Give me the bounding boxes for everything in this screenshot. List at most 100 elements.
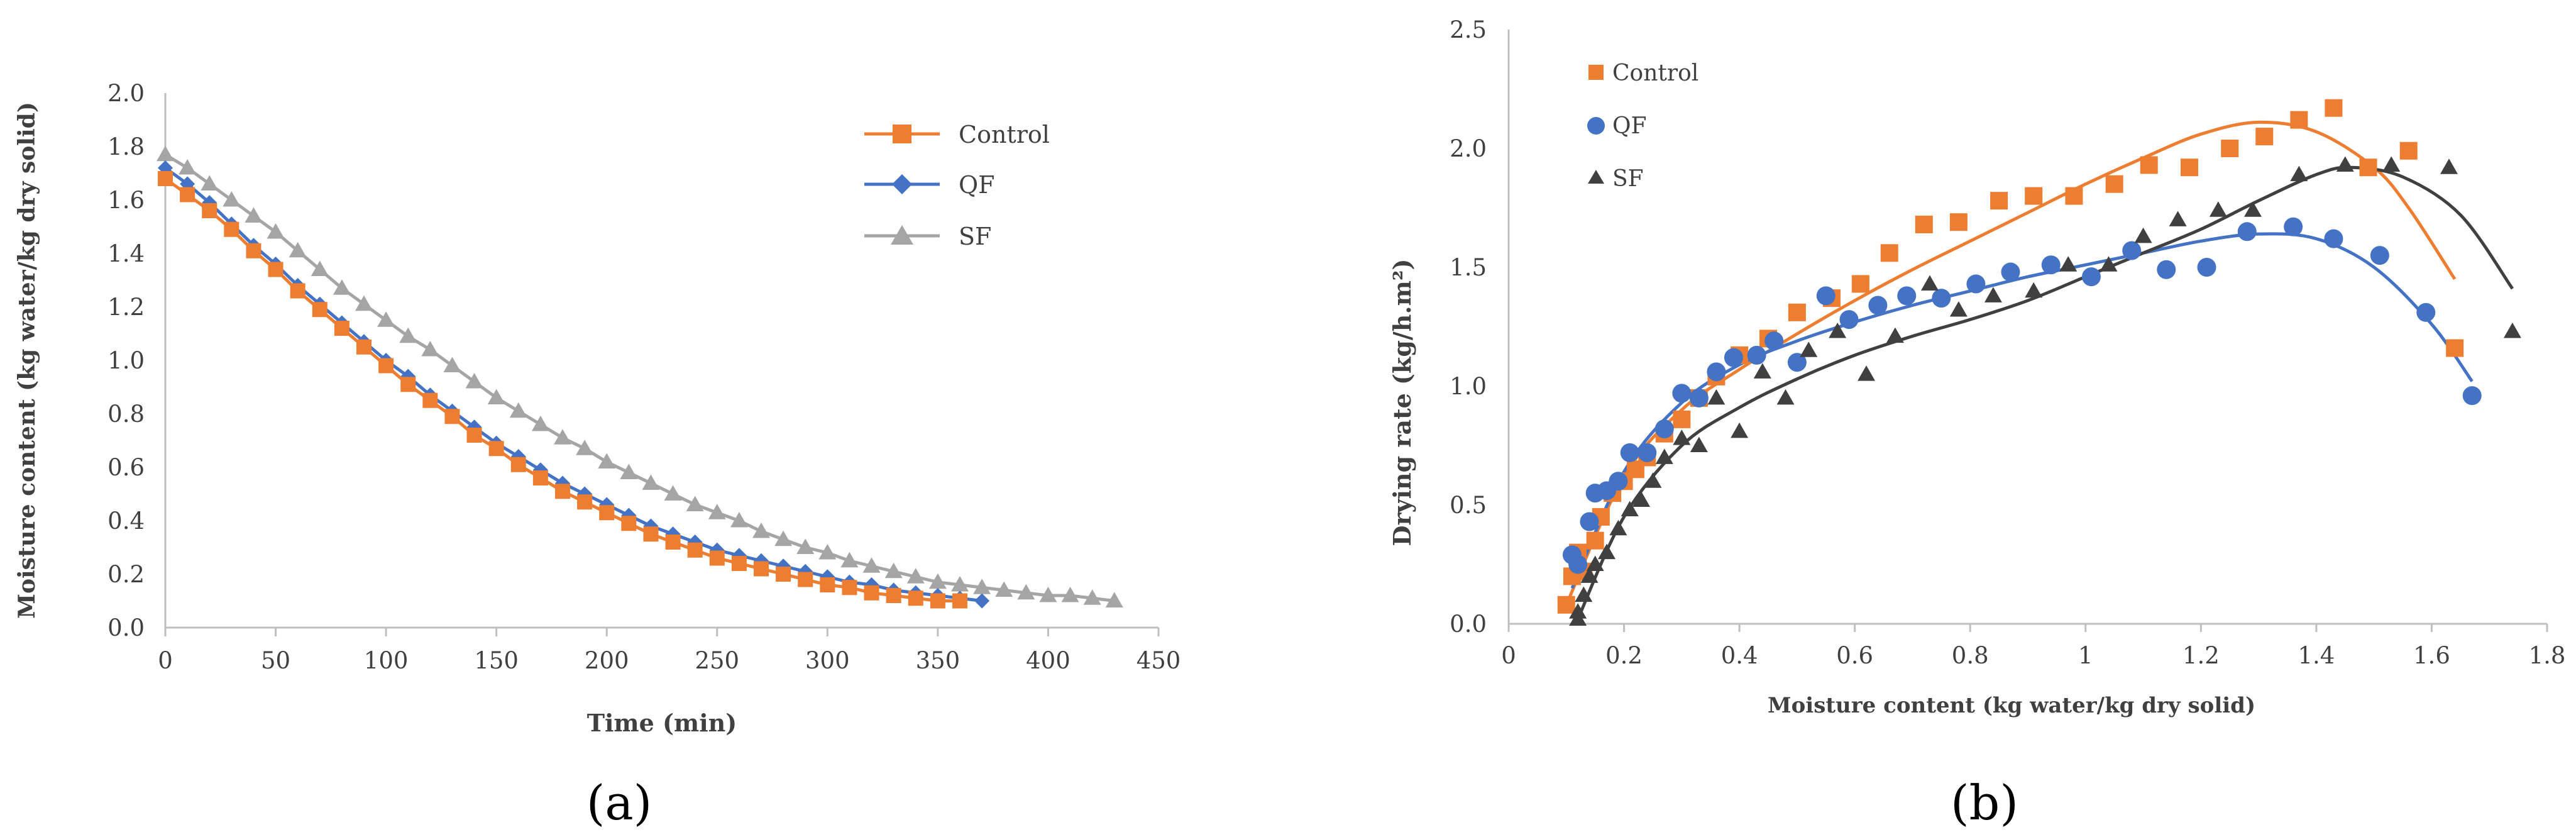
panel-b-y-tick-label: 2.0 [1450,135,1487,162]
panel-b-point-control [2325,99,2343,117]
panel-a-point-sf [664,485,682,501]
panel-b-point-sf [1575,586,1593,602]
panel-a-y-tick-label: 0.8 [107,401,145,428]
panel-a-series-qf [158,160,990,609]
panel-a-y-tick-label: 1.8 [107,133,145,160]
panel-b-point-qf [1580,512,1599,531]
panel-a-point-sf [973,579,991,594]
panel-a-y-tick-label: 0.4 [107,507,145,535]
legend-b-qf-circle-icon [1587,117,1605,135]
panel-a-point-sf [245,207,263,223]
panel-b-trendline-qf [1570,232,2474,589]
panel-a-x-tick-label: 150 [474,647,519,674]
panel-a-point-control [709,550,725,566]
panel-a-point-control [930,593,945,609]
panel-a-point-control [378,358,394,374]
legend-item-control: Control [864,121,1050,148]
panel-a-x-tick-label: 350 [916,647,960,674]
panel-b-point-qf [1839,310,1859,330]
legend-b-qf-label: QF [1612,113,1647,139]
panel-a-point-sf [862,557,881,573]
panel-a-line-sf [164,153,1115,602]
panel-b-x-tick-label: 0.2 [1605,642,1643,669]
panel-b-point-control [1949,213,1968,231]
panel-b-point-sf [1644,472,1662,488]
panel-a-point-control [864,585,879,601]
panel-b-point-sf [2169,211,2187,226]
panel-a-point-sf [1061,587,1079,602]
panel-a-moisture-vs-time: 0.0 0.2 0.4 0.6 0.8 1.0 1.2 1.4 1.6 1.8 2.0 0 50 100… [14,80,1181,831]
panel-b-point-qf [1672,384,1692,403]
panel-b-point-sf [1829,323,1847,338]
panel-a-point-sf [1083,589,1101,605]
panel-a-point-control [776,567,791,582]
panel-b-point-sf [2100,256,2118,272]
panel-a-point-sf [708,504,726,519]
panel-b-y-tick-label: 0.0 [1450,611,1487,638]
panel-a-point-control [665,535,681,550]
panel-a-point-control [312,302,328,318]
legend-item-qf: QF [864,171,995,199]
panel-a-point-sf [531,416,549,431]
panel-a-x-tick-label: 50 [261,647,290,674]
panel-b-point-control [2399,141,2418,160]
panel-a-point-sf [289,241,307,258]
panel-a-point-control [532,470,548,485]
panel-a-point-control [356,339,372,355]
panel-a-point-sf [598,453,616,468]
panel-b-point-qf [1620,443,1639,462]
panel-a-y-tick-label: 2.0 [107,80,145,107]
panel-b-point-control [2180,158,2198,177]
panel-b-point-qf [1897,286,1917,306]
panel-b-x-tick-label: 0.6 [1836,642,1873,669]
panel-b-point-sf [1753,363,1771,379]
legend-sf-triangle-icon [891,225,913,245]
panel-b-point-sf [1800,341,1818,357]
panel-a-y-tick-label: 1.2 [107,294,145,321]
legend-b-item-control: Control [1588,60,1698,86]
panel-a-x-tick-label: 200 [585,647,629,674]
panel-b-y-tick-label: 1.0 [1450,373,1487,400]
panel-b-point-sf [1690,436,1708,452]
panel-b-point-qf [1868,296,1888,315]
panel-b-point-qf [2041,255,2061,275]
panel-b-point-sf [1776,389,1795,405]
panel-b-point-sf [1707,389,1726,405]
panel-b-drying-rate: 0.0 0.5 1.0 1.5 2.0 2.5 0 0.2 0.4 0.6 0.8 1 1.2 1.4 1… [1388,16,2565,831]
panel-a-point-sf [730,512,748,528]
panel-b-point-qf [1707,362,1726,382]
panel-b-point-qf [2324,229,2343,248]
panel-b-point-qf [1654,419,1674,439]
panel-b-point-qf [1747,345,1766,365]
panel-b-y-tick-label: 2.5 [1450,16,1487,43]
panel-b-x-tick-label: 1 [2078,642,2093,669]
panel-b-trendline-control [1565,120,2457,606]
panel-a-point-sf [686,496,704,511]
panel-a-x-tick-label: 450 [1137,647,1181,674]
panel-b-x-axis-title: Moisture content (kg water/kg dry solid) [1768,693,2255,718]
panel-a-point-sf [752,523,770,538]
panel-b-point-qf [1638,443,1657,462]
panel-a-x-tick-label: 250 [695,647,739,674]
panel-b-point-sf [1609,519,1627,536]
panel-a-y-tick-label: 0.2 [107,561,145,588]
panel-b-point-sf [1858,365,1876,381]
panel-a-point-sf [928,573,947,589]
panel-b-point-qf [2416,302,2436,322]
panel-b-label: (b) [1951,775,2018,831]
panel-a-point-sf [906,568,925,584]
panel-b-point-qf [2197,258,2216,277]
panel-a-y-tick-label: 0.0 [107,614,145,641]
panel-a-point-sf [1017,584,1035,600]
panel-a-series-control [158,171,967,609]
panel-b-point-qf [2462,386,2482,406]
legend-sf-label: SF [959,223,991,250]
panel-b-point-control [2105,175,2123,193]
panel-a-point-control [577,494,593,510]
panel-b-point-sf [2025,282,2043,298]
panel-a-point-sf [465,373,483,389]
panel-a-point-sf [201,175,219,191]
panel-b-point-control [1915,215,1933,233]
panel-a-series-sf [157,145,1123,607]
panel-b-point-control [2446,339,2464,357]
